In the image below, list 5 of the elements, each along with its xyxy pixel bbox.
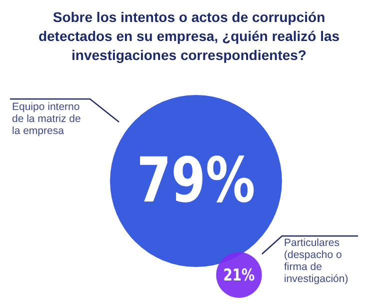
category-label: Equipo interno de la matriz de la empresa [12, 101, 82, 137]
category-label: Particulares (despacho o firma de investigación) [284, 237, 348, 285]
data-label: 21% [223, 265, 255, 285]
data-label: 79% [136, 145, 256, 217]
text: Sobre los intentos o actos de corrupción detectados en su empresa, ¿quién realizó las investigaciones correspondientes? [38, 9, 340, 63]
